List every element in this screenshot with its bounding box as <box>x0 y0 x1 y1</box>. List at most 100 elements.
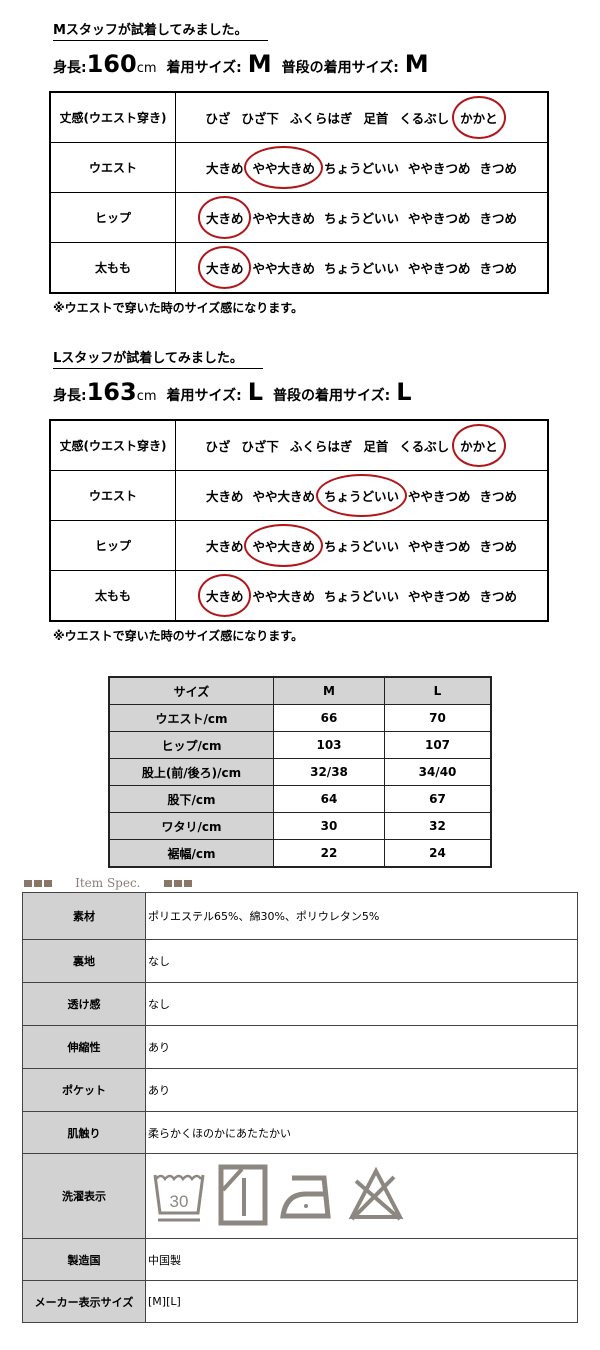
option: ひざ下 <box>241 111 279 126</box>
option: ちょうどいい <box>323 211 399 226</box>
fit-row: 丈感(ウエスト穿き) ひざ ひざ下 ふくらはぎ 足首 くるぶし かかと <box>49 419 549 471</box>
fit-note: ※ウエストで穿いた時のサイズ感になります。 <box>53 301 304 315</box>
option: ひざ <box>205 439 231 454</box>
spec-value: 30 <box>145 1153 578 1239</box>
option: ややきつめ <box>408 161 471 176</box>
wear-size: L <box>247 378 264 406</box>
fit-options: 大きめ やや大きめ ちょうどいい ややきつめ きつめ <box>175 470 549 521</box>
staff-title: Lスタッフが試着してみました。 <box>53 350 263 369</box>
option: ちょうどいい <box>323 589 399 604</box>
item-spec-title: Item Spec. <box>75 876 141 890</box>
size-row: ウエスト/cm 66 70 <box>108 704 492 732</box>
height-unit: cm <box>136 389 157 404</box>
size-row-label: ヒップ/cm <box>108 731 274 759</box>
size-value: 66 <box>273 704 385 732</box>
option: くるぶし <box>399 111 450 126</box>
selected-option: やや大きめ <box>244 524 323 567</box>
line-dry-shade-icon <box>218 1164 268 1229</box>
wear-label: 着用サイズ: <box>166 388 242 404</box>
fit-row-label: 太もも <box>49 570 176 622</box>
option: やや大きめ <box>252 211 315 226</box>
spec-row: 製造国 中国製 <box>22 1238 578 1281</box>
height-value: 160 <box>86 50 137 78</box>
option: きつめ <box>479 539 518 554</box>
fit-row: 太もも 大きめ やや大きめ ちょうどいい ややきつめ きつめ <box>49 570 549 622</box>
fit-table: 丈感(ウエスト穿き) ひざ ひざ下 ふくらはぎ 足首 くるぶし かかと ウエスト 大きめ やや大き… <box>49 419 549 622</box>
spec-row: 裏地 なし <box>22 939 578 983</box>
spec-row: 肌触り 柔らかくほのかにあたたかい <box>22 1111 578 1154</box>
size-row: ヒップ/cm 103 107 <box>108 731 492 759</box>
size-row-label: ワタリ/cm <box>108 812 274 840</box>
size-row-label: 裾幅/cm <box>108 839 274 868</box>
size-row-label: 股上(前/後ろ)/cm <box>108 758 274 786</box>
height-label: 身長: <box>53 388 87 404</box>
spec-row: 透け感 なし <box>22 982 578 1026</box>
option: ちょうどいい <box>323 261 399 276</box>
size-value: 70 <box>384 704 492 732</box>
spec-label: ポケット <box>22 1068 146 1112</box>
size-value: 64 <box>273 785 385 813</box>
spec-row: ポケット あり <box>22 1068 578 1112</box>
spec-label: 製造国 <box>22 1238 146 1281</box>
option: ちょうどいい <box>323 539 399 554</box>
spec-label: メーカー表示サイズ <box>22 1280 146 1323</box>
option: ひざ下 <box>241 439 279 454</box>
spec-value: あり <box>145 1025 578 1069</box>
fit-row-label: 太もも <box>49 242 176 294</box>
staff-title: Mスタッフが試着してみました。 <box>53 22 268 41</box>
size-value: 30 <box>273 812 385 840</box>
option: きつめ <box>479 211 518 226</box>
option: ちょうどいい <box>323 161 399 176</box>
option: やや大きめ <box>252 261 315 276</box>
spec-value: 柔らかくほのかにあたたかい <box>145 1111 578 1154</box>
selected-option: かかと <box>452 424 506 467</box>
size-value: 34/40 <box>384 758 492 786</box>
size-header-cell: L <box>384 676 492 705</box>
selected-option: 大きめ <box>198 246 251 289</box>
spec-label: 裏地 <box>22 939 146 983</box>
spec-value: 中国製 <box>145 1238 578 1281</box>
fit-row-label: ウエスト <box>49 470 176 521</box>
option: きつめ <box>479 589 518 604</box>
fit-options: 大きめ やや大きめ ちょうどいい ややきつめ きつめ <box>175 520 549 571</box>
fit-row: ヒップ 大きめ やや大きめ ちょうどいい ややきつめ きつめ <box>49 520 549 571</box>
height-label: 身長: <box>53 60 87 76</box>
spec-label: 透け感 <box>22 982 146 1026</box>
spec-value: なし <box>145 939 578 983</box>
size-value: 67 <box>384 785 492 813</box>
wear-size: M <box>247 50 272 78</box>
spec-row: 洗濯表示 30 <box>22 1153 578 1239</box>
option: ひざ <box>205 111 231 126</box>
option: きつめ <box>479 489 518 504</box>
option: 足首 <box>363 439 389 454</box>
options-list: 大きめ やや大きめ ちょうどいい ややきつめ きつめ <box>176 196 547 239</box>
spec-row: メーカー表示サイズ [M][L] <box>22 1280 578 1323</box>
fit-options: 大きめ やや大きめ ちょうどいい ややきつめ きつめ <box>175 192 549 243</box>
fit-options: 大きめ やや大きめ ちょうどいい ややきつめ きつめ <box>175 570 549 622</box>
size-row: 股下/cm 64 67 <box>108 785 492 813</box>
selected-option: やや大きめ <box>244 146 323 189</box>
option: ややきつめ <box>408 211 471 226</box>
spec-value: ポリエステル65%、綿30%、ポリウレタン5% <box>145 892 578 940</box>
size-value: 22 <box>273 839 385 868</box>
height-value: 163 <box>86 378 137 406</box>
fit-note: ※ウエストで穿いた時のサイズ感になります。 <box>53 629 304 643</box>
fit-row: ウエスト 大きめ やや大きめ ちょうどいい ややきつめ きつめ <box>49 142 549 193</box>
option: ややきつめ <box>408 261 471 276</box>
option: 大きめ <box>205 489 244 504</box>
spec-label: 肌触り <box>22 1111 146 1154</box>
size-value: 103 <box>273 731 385 759</box>
wear-label: 着用サイズ: <box>166 60 242 76</box>
fit-row: ウエスト 大きめ やや大きめ ちょうどいい ややきつめ きつめ <box>49 470 549 521</box>
size-row: ワタリ/cm 30 32 <box>108 812 492 840</box>
usual-label: 普段の着用サイズ: <box>281 60 399 76</box>
spec-row: 伸縮性 あり <box>22 1025 578 1069</box>
spec-value: [M][L] <box>145 1280 578 1323</box>
fit-options: ひざ ひざ下 ふくらはぎ 足首 くるぶし かかと <box>175 419 549 471</box>
options-list: 大きめ やや大きめ ちょうどいい ややきつめ きつめ <box>176 146 547 189</box>
spec-value: なし <box>145 982 578 1026</box>
option: ふくらはぎ <box>289 439 353 454</box>
no-bleach-icon <box>348 1166 404 1226</box>
options-list: ひざ ひざ下 ふくらはぎ 足首 くるぶし かかと <box>156 424 547 467</box>
staff-info: 身長:160cm 着用サイズ: M 普段の着用サイズ: M <box>53 50 429 78</box>
